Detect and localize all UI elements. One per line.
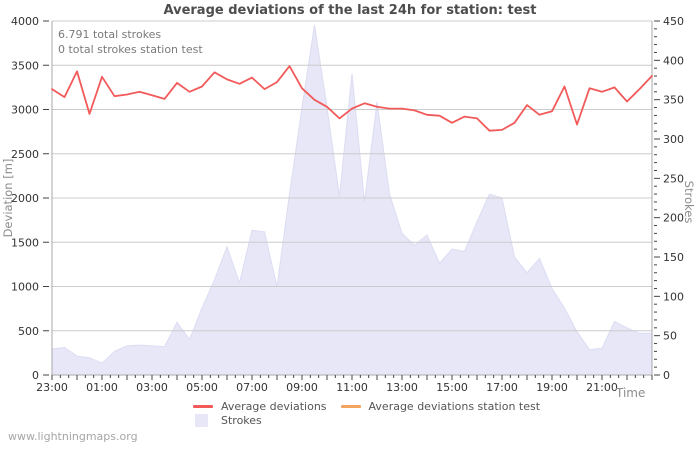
svg-text:200: 200 (663, 212, 684, 225)
svg-text:2000: 2000 (11, 192, 39, 205)
legend-row-1: Average deviations Average deviations st… (193, 400, 540, 413)
svg-text:01:00: 01:00 (86, 381, 118, 394)
svg-text:0: 0 (663, 369, 670, 382)
svg-text:13:00: 13:00 (386, 381, 418, 394)
svg-text:50: 50 (663, 330, 677, 343)
legend-item-average-deviations: Average deviations (193, 400, 327, 413)
svg-text:05:00: 05:00 (186, 381, 218, 394)
svg-text:11:00: 11:00 (336, 381, 368, 394)
svg-text:400: 400 (663, 54, 684, 67)
svg-text:2500: 2500 (11, 148, 39, 161)
svg-text:4000: 4000 (11, 15, 39, 28)
legend-label-average-deviations-station: Average deviations station test (368, 400, 541, 413)
svg-text:23:00: 23:00 (36, 381, 68, 394)
station-strokes-text: 0 total strokes station test (58, 43, 203, 56)
svg-text:1500: 1500 (11, 236, 39, 249)
total-strokes-text: 6.791 total strokes (58, 28, 162, 41)
svg-text:21:00: 21:00 (586, 381, 618, 394)
legend: Average deviations Average deviations st… (193, 400, 540, 428)
svg-text:15:00: 15:00 (436, 381, 468, 394)
svg-text:3500: 3500 (11, 59, 39, 72)
svg-text:3000: 3000 (11, 104, 39, 117)
svg-text:350: 350 (663, 94, 684, 107)
x-axis-label: Time (616, 386, 646, 400)
svg-text:300: 300 (663, 133, 684, 146)
svg-text:450: 450 (663, 15, 684, 28)
svg-text:07:00: 07:00 (236, 381, 268, 394)
svg-text:19:00: 19:00 (536, 381, 568, 394)
svg-text:150: 150 (663, 251, 684, 264)
svg-text:0: 0 (32, 369, 39, 382)
y-axis-label-right: Strokes (682, 180, 696, 224)
annotations: 6.791 total strokes 0 total strokes stat… (58, 27, 203, 57)
svg-text:500: 500 (18, 325, 39, 338)
legend-label-average-deviations: Average deviations (221, 400, 327, 413)
svg-text:1000: 1000 (11, 281, 39, 294)
orange-line-swatch (340, 405, 361, 408)
svg-text:03:00: 03:00 (136, 381, 168, 394)
legend-item-strokes: Strokes (193, 414, 262, 427)
svg-text:250: 250 (663, 172, 684, 185)
chart-title: Average deviations of the last 24h for s… (163, 3, 537, 18)
svg-text:17:00: 17:00 (486, 381, 518, 394)
svg-text:100: 100 (663, 290, 684, 303)
y-axis-label-left: Deviation [m] (1, 158, 15, 238)
watermark-link[interactable]: www.lightningmaps.org (8, 430, 138, 443)
legend-item-average-deviations-station: Average deviations station test (340, 400, 541, 413)
legend-label-strokes: Strokes (221, 414, 262, 427)
strokes-area-swatch (193, 414, 213, 427)
svg-text:09:00: 09:00 (286, 381, 318, 394)
red-line-swatch (193, 405, 213, 408)
legend-row-2: Strokes (193, 414, 540, 427)
